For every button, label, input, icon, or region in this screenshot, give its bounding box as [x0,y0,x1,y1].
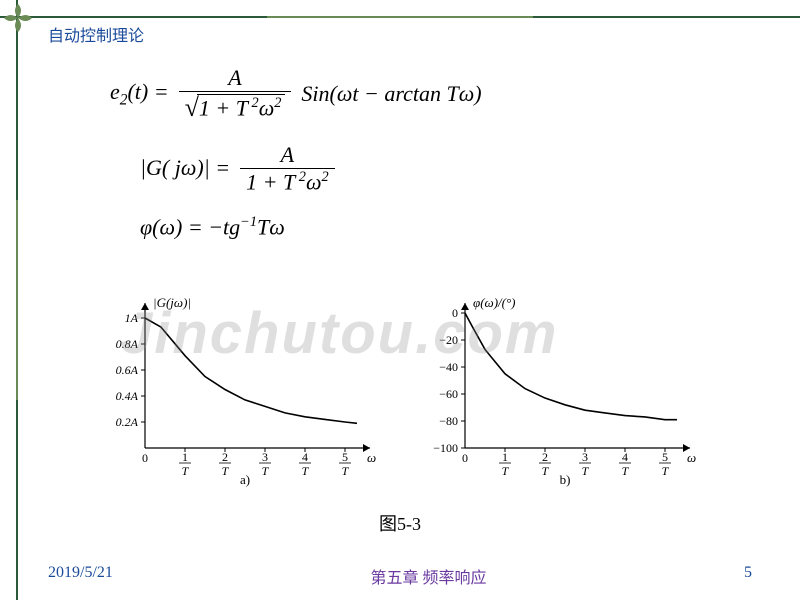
svg-text:T: T [582,464,590,478]
page-footer: 2019/5/21 第五章 频率响应 5 [48,564,752,588]
svg-text:0.8A: 0.8A [116,337,139,351]
svg-text:−100: −100 [433,441,458,455]
svg-text:0.4A: 0.4A [116,389,139,403]
svg-text:1A: 1A [125,311,139,325]
svg-text:3: 3 [262,450,268,464]
svg-text:3: 3 [582,450,588,464]
svg-text:b): b) [560,472,571,487]
svg-text:T: T [542,464,550,478]
svg-text:0.6A: 0.6A [116,363,139,377]
footer-page-number: 5 [744,564,752,588]
svg-text:0: 0 [142,451,148,465]
figure-caption: 图5-3 [0,510,800,536]
chart-phase: φ(ω)/(°)ω01T2T3T4T5T0−20−40−60−80−100b) [410,288,700,488]
page-header-title: 自动控制理论 [48,22,144,46]
svg-text:T: T [662,464,670,478]
svg-text:−60: −60 [439,387,458,401]
svg-text:T: T [342,464,350,478]
svg-text:−40: −40 [439,360,458,374]
svg-text:T: T [302,464,310,478]
svg-text:5: 5 [342,450,348,464]
svg-text:T: T [182,464,190,478]
footer-date: 2019/5/21 [48,564,113,588]
svg-text:ω: ω [367,450,376,465]
svg-text:0: 0 [452,306,458,320]
svg-text:−80: −80 [439,414,458,428]
svg-text:T: T [222,464,230,478]
footer-chapter: 第五章 频率响应 [370,564,486,588]
svg-text:0: 0 [462,451,468,465]
frame-top [0,0,800,18]
equation-2: |G( jω)| = A 1 + T 2ω2 [140,142,482,196]
svg-text:−20: −20 [439,333,458,347]
svg-text:2: 2 [222,450,228,464]
svg-text:1: 1 [502,450,508,464]
svg-text:a): a) [240,472,250,487]
chart-magnitude: |G(jω)|ω01T2T3T4T5T0.2A0.4A0.6A0.8A1Aa) [90,288,380,488]
svg-text:4: 4 [622,450,628,464]
charts-row: |G(jω)|ω01T2T3T4T5T0.2A0.4A0.6A0.8A1Aa) … [90,288,700,488]
svg-text:φ(ω)/(°): φ(ω)/(°) [473,295,516,310]
svg-text:2: 2 [542,450,548,464]
svg-text:5: 5 [662,450,668,464]
svg-text:0.2A: 0.2A [116,415,139,429]
svg-text:T: T [622,464,630,478]
svg-text:|G(jω)|: |G(jω)| [153,295,191,310]
equation-block: e2(t) = A 1 + T 2ω2 Sin(ωt − arctan Tω) … [110,65,482,258]
svg-text:T: T [262,464,270,478]
svg-text:T: T [502,464,510,478]
equation-1: e2(t) = A 1 + T 2ω2 Sin(ωt − arctan Tω) [110,65,482,124]
svg-text:1: 1 [182,450,188,464]
corner-ornament-tl [2,2,34,34]
svg-text:ω: ω [687,450,696,465]
equation-3: φ(ω) = −tg−1Tω [140,214,482,241]
svg-text:4: 4 [302,450,308,464]
